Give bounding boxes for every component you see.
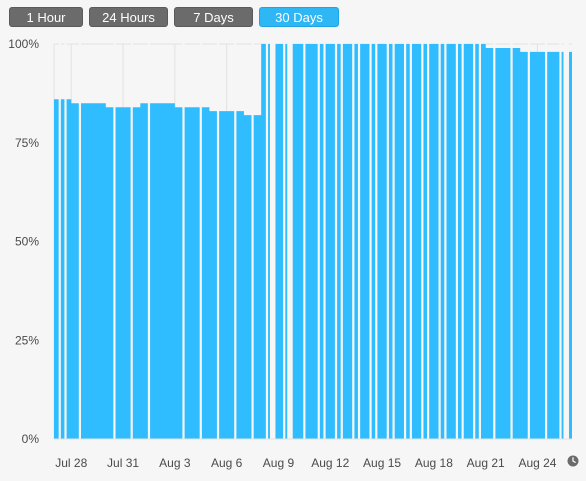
x-tick-label: Aug 12 bbox=[311, 456, 349, 470]
range-button-24-hours[interactable]: 24 Hours bbox=[89, 7, 168, 27]
charge-gap bbox=[251, 42, 254, 439]
range-button-1-hour[interactable]: 1 Hour bbox=[9, 7, 83, 27]
charge-gap bbox=[317, 42, 320, 439]
charge-gap bbox=[510, 42, 513, 439]
charge-gap bbox=[334, 42, 338, 439]
charge-gap bbox=[269, 42, 276, 439]
charge-gap bbox=[323, 42, 326, 439]
charge-gap bbox=[182, 42, 185, 439]
charge-gap bbox=[461, 42, 464, 439]
charge-gap bbox=[283, 42, 286, 439]
charge-gap bbox=[493, 42, 496, 439]
x-tick-label: Aug 6 bbox=[211, 456, 243, 470]
charge-gap bbox=[473, 42, 476, 439]
clock-icon[interactable] bbox=[567, 455, 579, 467]
range-button-7-days[interactable]: 7 Days bbox=[174, 7, 253, 27]
x-tick-label: Jul 28 bbox=[55, 456, 87, 470]
charge-gap bbox=[545, 42, 548, 439]
x-tick-label: Aug 18 bbox=[415, 456, 453, 470]
charge-gap bbox=[559, 42, 562, 439]
charge-gap bbox=[216, 42, 220, 439]
charge-gap bbox=[444, 42, 447, 439]
charge-gap bbox=[265, 42, 269, 439]
charge-gap bbox=[352, 42, 355, 439]
y-tick-label: 50% bbox=[15, 235, 39, 249]
y-tick-label: 25% bbox=[15, 333, 39, 347]
charge-gap bbox=[78, 42, 81, 439]
charge-gap bbox=[113, 42, 116, 439]
charge-gap bbox=[199, 42, 202, 439]
x-tick-label: Aug 24 bbox=[518, 456, 556, 470]
charge-gap bbox=[303, 42, 306, 439]
charge-gap bbox=[392, 42, 395, 439]
charge-gap bbox=[421, 42, 424, 439]
charge-gap bbox=[427, 42, 430, 439]
x-tick-label: Jul 31 bbox=[107, 456, 139, 470]
charge-gap bbox=[527, 42, 530, 439]
charge-gap bbox=[409, 42, 412, 439]
charge-gap bbox=[340, 42, 343, 439]
charge-gap bbox=[357, 42, 361, 439]
charge-gap bbox=[438, 42, 441, 439]
x-tick-label: Aug 15 bbox=[363, 456, 401, 470]
y-tick-label: 100% bbox=[8, 37, 39, 51]
y-tick-label: 0% bbox=[22, 432, 40, 446]
charge-gap bbox=[287, 42, 293, 439]
x-tick-label: Aug 21 bbox=[467, 456, 505, 470]
charge-gap bbox=[64, 42, 67, 439]
charge-gap bbox=[147, 42, 151, 439]
charge-gap bbox=[455, 42, 458, 439]
charge-gap bbox=[130, 42, 133, 439]
charge-gap bbox=[234, 42, 237, 439]
charge-gap bbox=[58, 42, 61, 439]
charge-gap bbox=[369, 42, 372, 439]
x-tick-label: Aug 3 bbox=[159, 456, 191, 470]
charge-gap bbox=[478, 42, 482, 439]
charge-gap bbox=[375, 42, 378, 439]
y-tick-label: 75% bbox=[15, 136, 39, 150]
charge-gap bbox=[563, 42, 569, 439]
range-button-30-days[interactable]: 30 Days bbox=[259, 7, 339, 27]
charge-gap bbox=[386, 42, 389, 439]
charge-gap bbox=[403, 42, 407, 439]
x-tick-label: Aug 9 bbox=[263, 456, 295, 470]
